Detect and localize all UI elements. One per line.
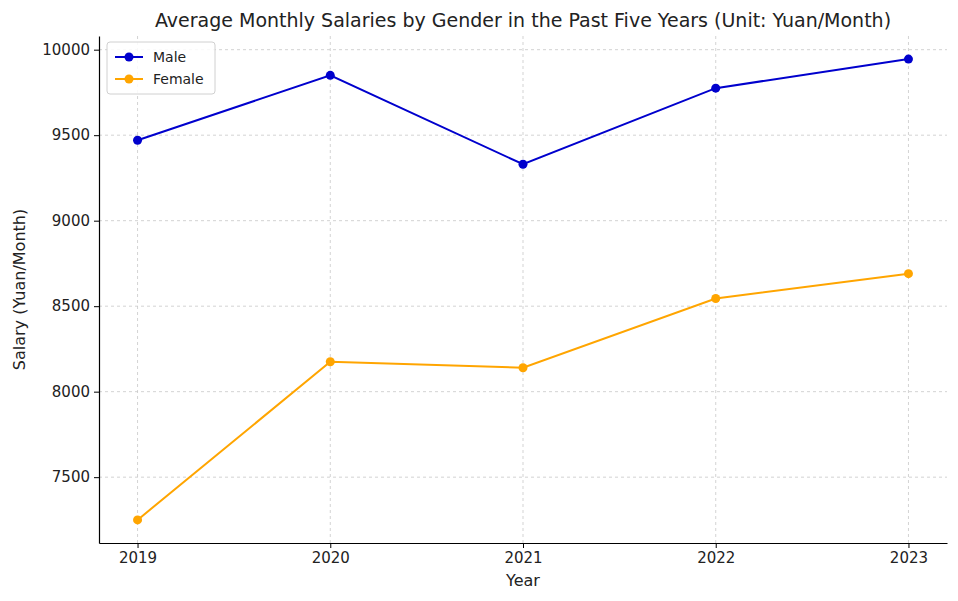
grid-line — [908, 36, 909, 543]
tick-label: 2023 — [890, 549, 928, 567]
data-point — [519, 160, 528, 169]
tick: 10000 — [42, 41, 99, 59]
series-line — [138, 59, 909, 164]
tick: 8500 — [52, 297, 99, 315]
tick-mark — [330, 543, 331, 548]
data-point — [519, 363, 528, 372]
tick-label: 2020 — [312, 549, 350, 567]
data-point — [904, 55, 913, 64]
x-axis-label: Year — [505, 571, 540, 590]
tick: 2020 — [312, 543, 350, 567]
tick-mark — [523, 543, 524, 548]
tick: 7500 — [52, 468, 99, 486]
grid-line — [99, 135, 947, 136]
data-point — [133, 515, 142, 524]
y-axis: 7500 8000 8500 9000 9500 10000 — [42, 37, 99, 544]
data-point — [326, 71, 335, 80]
tick-label: 9500 — [52, 126, 90, 144]
tick-mark — [94, 392, 99, 393]
grid-line — [99, 220, 947, 221]
tick-mark — [94, 50, 99, 51]
legend-box — [107, 42, 215, 94]
grid-line — [137, 36, 138, 543]
data-point — [326, 357, 335, 366]
data-point — [133, 136, 142, 145]
grid — [99, 36, 947, 543]
legend-label: Female — [153, 71, 204, 87]
tick: 2023 — [890, 543, 928, 567]
tick: 2021 — [504, 543, 542, 567]
data-point — [711, 294, 720, 303]
tick: 2019 — [119, 543, 157, 567]
legend: Male Female — [107, 42, 215, 94]
tick-label: 9000 — [52, 212, 90, 230]
tick: 8000 — [52, 383, 99, 401]
tick-label: 7500 — [52, 468, 90, 486]
tick-mark — [94, 221, 99, 222]
tick: 2022 — [697, 543, 735, 567]
tick-mark — [138, 543, 139, 548]
grid-line — [715, 36, 716, 543]
plot-area — [133, 55, 913, 525]
tick-mark — [94, 477, 99, 478]
grid-line — [99, 49, 947, 50]
grid-line — [99, 306, 947, 307]
tick-label: 10000 — [42, 41, 90, 59]
tick-label: 2021 — [504, 549, 542, 567]
tick-label: 2022 — [697, 549, 735, 567]
tick-mark — [908, 543, 909, 548]
grid-line — [330, 36, 331, 543]
data-point — [904, 269, 913, 278]
tick-label: 8500 — [52, 297, 90, 315]
series-line — [138, 274, 909, 520]
tick-mark — [94, 135, 99, 136]
grid-line — [99, 391, 947, 392]
y-axis-label: Salary (Yuan/Month) — [10, 209, 29, 370]
legend-label: Male — [153, 49, 186, 65]
legend-marker — [125, 75, 134, 84]
axis-line — [99, 37, 100, 544]
tick-label: 8000 — [52, 383, 90, 401]
chart: 2019 2020 2021 2022 2023 7500 8000 8500 9000 9500… — [0, 0, 958, 601]
legend-marker — [125, 53, 134, 62]
grid-line — [99, 477, 947, 478]
grid-line — [523, 36, 524, 543]
x-axis: 2019 2020 2021 2022 2023 — [100, 543, 948, 567]
tick-label: 2019 — [119, 549, 157, 567]
data-point — [711, 84, 720, 93]
tick: 9500 — [52, 126, 99, 144]
title: Average Monthly Salaries by Gender in th… — [155, 9, 891, 31]
tick-mark — [94, 306, 99, 307]
tick: 9000 — [52, 212, 99, 230]
tick-mark — [716, 543, 717, 548]
